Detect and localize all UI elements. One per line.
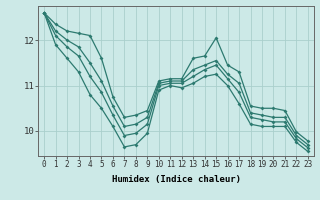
X-axis label: Humidex (Indice chaleur): Humidex (Indice chaleur) — [111, 175, 241, 184]
